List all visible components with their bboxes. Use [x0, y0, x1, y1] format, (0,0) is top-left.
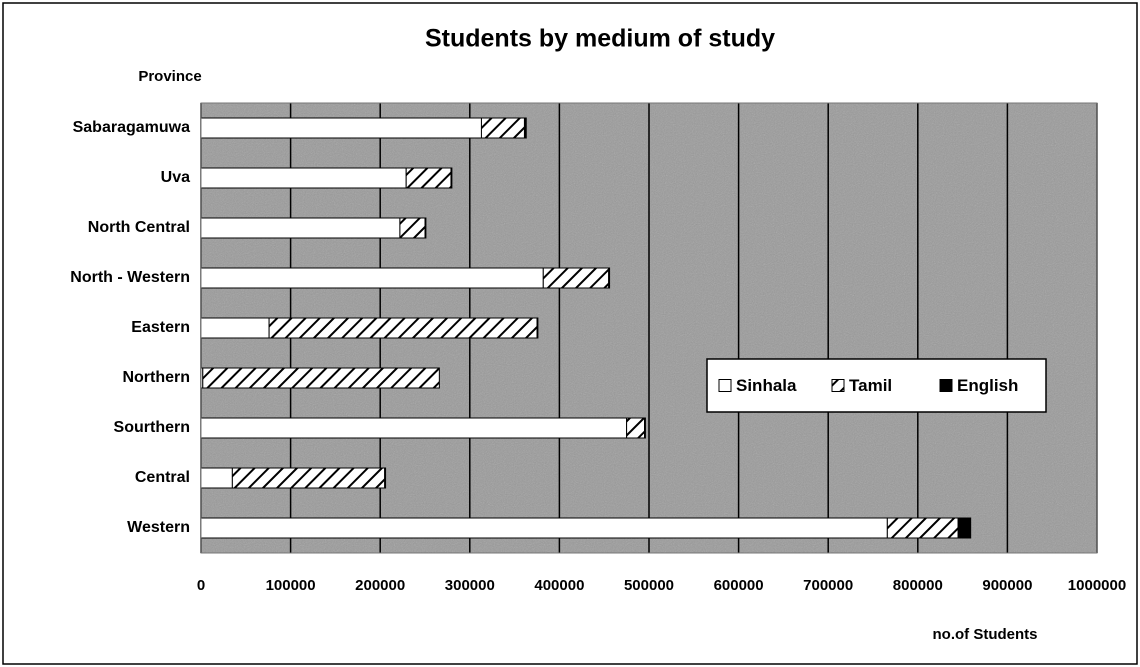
legend-label: Sinhala — [736, 376, 797, 395]
legend-swatch — [831, 379, 845, 392]
legend-label: English — [957, 376, 1018, 395]
bar-segment — [424, 217, 427, 239]
y-tick-label: Eastern — [131, 319, 190, 336]
bar-segment — [231, 467, 386, 489]
x-axis-label: no.of Students — [933, 626, 1038, 643]
x-tick-label: 800000 — [893, 577, 943, 594]
bar-segment — [542, 267, 610, 289]
y-tick-label: Sabaragamuwa — [73, 119, 190, 136]
bar-segment — [200, 117, 482, 139]
bar-segment — [384, 467, 387, 489]
legend-swatch — [718, 379, 732, 392]
bar-segment — [536, 317, 539, 339]
y-tick-label: North - Western — [70, 269, 190, 286]
x-tick-label: 600000 — [714, 577, 764, 594]
bar-segment — [200, 417, 628, 439]
bar-segment — [626, 417, 646, 439]
chart-title: Students by medium of study — [425, 25, 775, 53]
bar-segment — [957, 517, 972, 539]
bar-segment — [200, 217, 401, 239]
bar-segment — [200, 467, 233, 489]
bar-segment — [202, 367, 440, 389]
bar-segment — [200, 167, 407, 189]
bar-segment — [200, 267, 544, 289]
y-tick-label: Uva — [161, 169, 190, 186]
y-tick-label: North Central — [88, 219, 190, 236]
x-tick-label: 0 — [197, 577, 205, 594]
y-axis-label: Province — [138, 68, 201, 85]
bar-segment — [886, 517, 959, 539]
bar-segment — [644, 417, 646, 439]
x-tick-label: 1000000 — [1068, 577, 1126, 594]
legend-box — [706, 358, 1047, 413]
bar-segment — [200, 517, 888, 539]
bar-segment — [608, 267, 611, 289]
bar-segment — [268, 317, 538, 339]
x-tick-label: 700000 — [803, 577, 853, 594]
x-tick-label: 200000 — [355, 577, 405, 594]
y-tick-label: Central — [135, 469, 190, 486]
bar-segment — [450, 167, 453, 189]
y-tick-label: Northern — [122, 369, 190, 386]
bar-segment — [200, 317, 270, 339]
bar-segment — [399, 217, 426, 239]
x-tick-label: 100000 — [266, 577, 316, 594]
bar-segment — [480, 117, 525, 139]
bar-segment — [523, 117, 527, 139]
bar-segment — [405, 167, 452, 189]
legend-label: Tamil — [849, 376, 892, 395]
x-tick-label: 400000 — [534, 577, 584, 594]
y-tick-label: Western — [127, 519, 190, 536]
x-tick-label: 300000 — [445, 577, 495, 594]
y-tick-label: Sourthern — [114, 419, 190, 436]
x-tick-label: 500000 — [624, 577, 674, 594]
x-tick-label: 900000 — [982, 577, 1032, 594]
plot-border — [200, 102, 1098, 554]
legend-swatch — [939, 379, 953, 392]
